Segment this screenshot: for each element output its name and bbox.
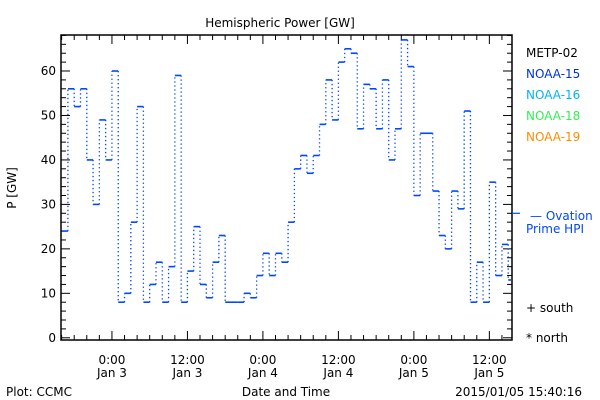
y-tick-label: 0 (48, 331, 56, 345)
x-tick-label-time: 0:00 (400, 353, 427, 367)
legend-item-noaa-18: NOAA-18 (526, 109, 580, 123)
ovation-label-2: Prime HPI (526, 222, 584, 236)
x-axis-label: Date and Time (242, 385, 330, 399)
legend-item-metp-02: METP-02 (526, 46, 578, 60)
legend-item-noaa-16: NOAA-16 (526, 88, 580, 102)
x-tick-label-time: 12:00 (321, 353, 356, 367)
legend-item-noaa-19: NOAA-19 (526, 130, 580, 144)
y-tick-label: 20 (41, 242, 56, 256)
x-tick-label-time: 0:00 (98, 353, 125, 367)
y-tick-label: 60 (41, 64, 56, 78)
footer-timestamp: 2015/01/05 15:40:16 (455, 385, 582, 399)
plot-frame (60, 34, 513, 341)
y-tick-label: 10 (41, 286, 56, 300)
y-axis-label: P [GW] (5, 167, 19, 209)
x-tick-label-date: Jan 4 (247, 366, 278, 380)
x-tick-label-date: Jan 4 (322, 366, 353, 380)
x-tick-label-date: Jan 5 (398, 366, 429, 380)
ovation-label-1: — Ovation (530, 209, 593, 223)
footer-plot-source: Plot: CCMC (6, 385, 72, 399)
chart-title: Hemispheric Power [GW] (205, 16, 355, 30)
x-tick-label-date: Jan 3 (171, 366, 202, 380)
y-tick-label: 30 (41, 197, 56, 211)
legend-item-noaa-15: NOAA-15 (526, 67, 580, 81)
x-tick-label-date: Jan 5 (473, 366, 504, 380)
x-tick-label-time: 12:00 (472, 353, 507, 367)
legend-south-marker: + south (526, 301, 573, 315)
y-tick-label: 50 (41, 108, 56, 122)
legend-north-marker: * north (526, 331, 568, 345)
x-tick-label-date: Jan 3 (96, 366, 127, 380)
y-tick-label: 40 (41, 153, 56, 167)
x-tick-label-time: 12:00 (170, 353, 205, 367)
x-tick-label-time: 0:00 (249, 353, 276, 367)
